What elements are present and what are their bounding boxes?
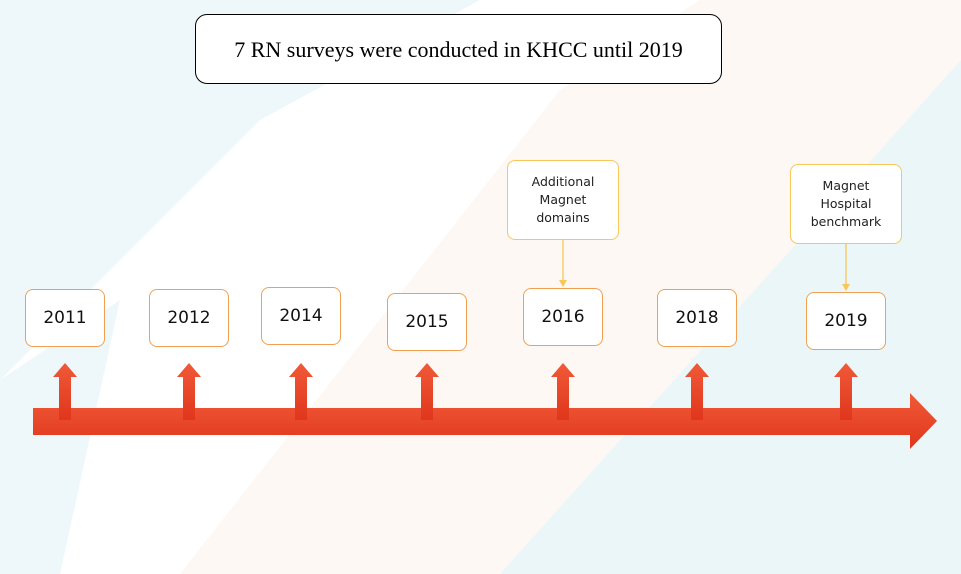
year-box: 2012 — [149, 289, 229, 347]
timeline-arrow — [33, 393, 937, 449]
up-arrow — [415, 363, 439, 420]
bg-stripe — [0, 300, 120, 574]
note-arrowhead — [559, 280, 567, 287]
note-box: Additional Magnet domains — [507, 160, 619, 240]
up-arrow — [53, 363, 77, 420]
year-box: 2014 — [261, 287, 341, 345]
up-arrow — [685, 363, 709, 420]
up-arrow — [177, 363, 201, 420]
note-arrowhead — [842, 284, 850, 291]
year-box: 2019 — [806, 292, 886, 350]
up-arrow — [289, 363, 313, 420]
marks — [53, 240, 858, 420]
bg-stripe — [0, 0, 480, 380]
title: 7 RN surveys were conducted in KHCC unti… — [195, 14, 722, 84]
year-box: 2011 — [25, 289, 105, 347]
year-box: 2018 — [657, 289, 737, 347]
up-arrow — [551, 363, 575, 420]
note-box: Magnet Hospital benchmark — [790, 164, 902, 244]
year-box: 2015 — [387, 293, 467, 351]
up-arrow — [834, 363, 858, 420]
year-box: 2016 — [523, 288, 603, 346]
